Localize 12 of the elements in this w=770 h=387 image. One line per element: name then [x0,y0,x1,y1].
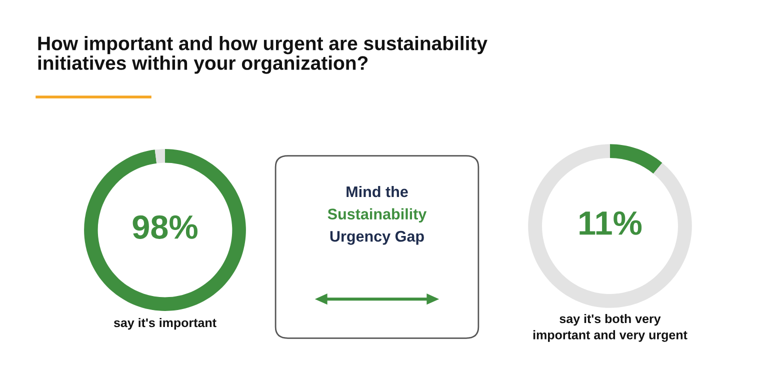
text: Mind the [346,186,408,198]
donut-slice [528,144,692,308]
text: say it's important [114,318,216,330]
donut-slice [610,144,662,174]
data-label: 98% [132,215,198,239]
text: Urgency Gap [330,230,424,245]
text: say it's both very important and very urgent [533,314,688,342]
chart-title: How important and how urgent are sustainability initiatives within your organization? [38,36,488,74]
data-label: 11% [580,211,642,235]
text: Sustainability [328,208,427,222]
donut-slice [154,149,165,164]
donut-slice [84,149,246,311]
